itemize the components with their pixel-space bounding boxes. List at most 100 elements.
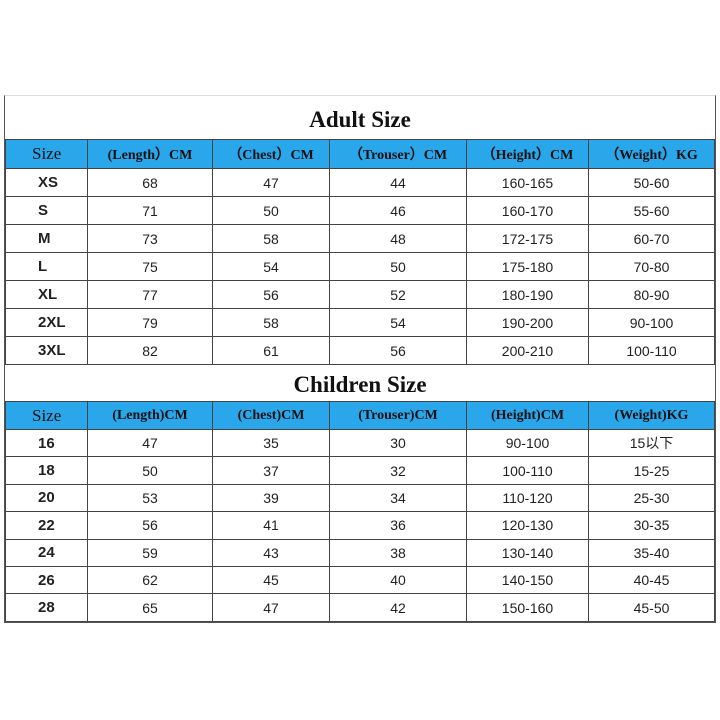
size-cell: 18 [5, 457, 88, 485]
value-cell: 25-30 [589, 484, 715, 513]
value-cell: 100-110 [467, 457, 589, 485]
value-cell: 47 [88, 430, 213, 458]
value-cell: 90-100 [467, 430, 589, 458]
table-title: Adult Size [309, 107, 411, 132]
value-cell: 44 [330, 169, 467, 197]
value-cell: 39 [213, 484, 330, 513]
value-cell: 45-50 [589, 594, 715, 622]
size-cell: L [5, 253, 88, 281]
size-cell: 22 [5, 512, 88, 540]
value-cell: 79 [88, 309, 213, 337]
value-cell: 140-150 [467, 567, 589, 595]
value-cell: 61 [213, 337, 330, 365]
header-cell: Size [5, 401, 88, 430]
value-cell: 60-70 [589, 225, 715, 253]
frame [4, 95, 716, 623]
value-cell: 50 [330, 253, 467, 281]
value-cell: 190-200 [467, 309, 589, 337]
header-cell: (Trouser)CM [330, 401, 467, 430]
value-cell: 130-140 [467, 539, 589, 567]
value-cell: 40 [330, 567, 467, 595]
value-cell: 47 [213, 169, 330, 197]
value-cell: 41 [213, 512, 330, 540]
value-cell: 42 [330, 594, 467, 622]
value-cell: 52 [330, 281, 467, 309]
value-cell: 40-45 [589, 567, 715, 595]
value-cell: 56 [88, 512, 213, 540]
value-cell: 58 [213, 225, 330, 253]
size-cell: XS [5, 169, 88, 197]
value-cell: 45 [213, 567, 330, 595]
header-cell: Size [5, 139, 88, 169]
value-cell: 55-60 [589, 197, 715, 225]
value-cell: 37 [213, 457, 330, 485]
value-cell: 32 [330, 457, 467, 485]
header-cell: （Weight）KG [589, 139, 715, 169]
value-cell: 56 [330, 337, 467, 365]
size-cell: 3XL [5, 337, 88, 365]
size-cell: S [5, 197, 88, 225]
value-cell: 35-40 [589, 539, 715, 567]
header-cell: （Trouser）CM [330, 139, 467, 169]
value-cell: 50-60 [589, 169, 715, 197]
table-title: Children Size [293, 372, 427, 397]
value-cell: 150-160 [467, 594, 589, 622]
value-cell: 180-190 [467, 281, 589, 309]
value-cell: 47 [213, 594, 330, 622]
value-cell: 53 [88, 484, 213, 513]
value-cell: 35 [213, 430, 330, 458]
value-cell: 30 [330, 430, 467, 458]
value-cell: 110-120 [467, 484, 589, 513]
value-cell: 160-165 [467, 169, 589, 197]
value-cell: 34 [330, 484, 467, 513]
header-cell: （Chest）CM [213, 139, 330, 169]
size-cell: 28 [5, 594, 88, 622]
value-cell: 43 [213, 539, 330, 567]
value-cell: 82 [88, 337, 213, 365]
value-cell: 46 [330, 197, 467, 225]
value-cell: 50 [88, 457, 213, 485]
size-cell: 24 [5, 539, 88, 567]
value-cell: 54 [330, 309, 467, 337]
value-cell: 30-35 [589, 512, 715, 540]
value-cell: 73 [88, 225, 213, 253]
value-cell: 90-100 [589, 309, 715, 337]
header-cell: (Height)CM [467, 401, 589, 430]
value-cell: 100-110 [589, 337, 715, 365]
value-cell: 56 [213, 281, 330, 309]
value-cell: 59 [88, 539, 213, 567]
value-cell: 15-25 [589, 457, 715, 485]
value-cell: 120-130 [467, 512, 589, 540]
value-cell: 38 [330, 539, 467, 567]
value-cell: 200-210 [467, 337, 589, 365]
value-cell: 65 [88, 594, 213, 622]
header-cell: (Weight)KG [589, 401, 715, 430]
header-cell: (Chest)CM [213, 401, 330, 430]
size-cell: XL [5, 281, 88, 309]
size-cell: 20 [5, 484, 88, 513]
size-cell: 16 [5, 430, 88, 458]
value-cell: 160-170 [467, 197, 589, 225]
value-cell: 50 [213, 197, 330, 225]
header-cell: (Length）CM [88, 139, 213, 169]
value-cell: 48 [330, 225, 467, 253]
header-cell: (Length)CM [88, 401, 213, 430]
size-cell: 26 [5, 567, 88, 595]
value-cell: 15以下 [589, 430, 715, 458]
value-cell: 36 [330, 512, 467, 540]
value-cell: 75 [88, 253, 213, 281]
header-cell: （Height）CM [467, 139, 589, 169]
size-cell: 2XL [5, 309, 88, 337]
value-cell: 62 [88, 567, 213, 595]
value-cell: 54 [213, 253, 330, 281]
value-cell: 68 [88, 169, 213, 197]
value-cell: 71 [88, 197, 213, 225]
value-cell: 70-80 [589, 253, 715, 281]
value-cell: 175-180 [467, 253, 589, 281]
value-cell: 172-175 [467, 225, 589, 253]
value-cell: 58 [213, 309, 330, 337]
size-cell: M [5, 225, 88, 253]
value-cell: 80-90 [589, 281, 715, 309]
value-cell: 77 [88, 281, 213, 309]
